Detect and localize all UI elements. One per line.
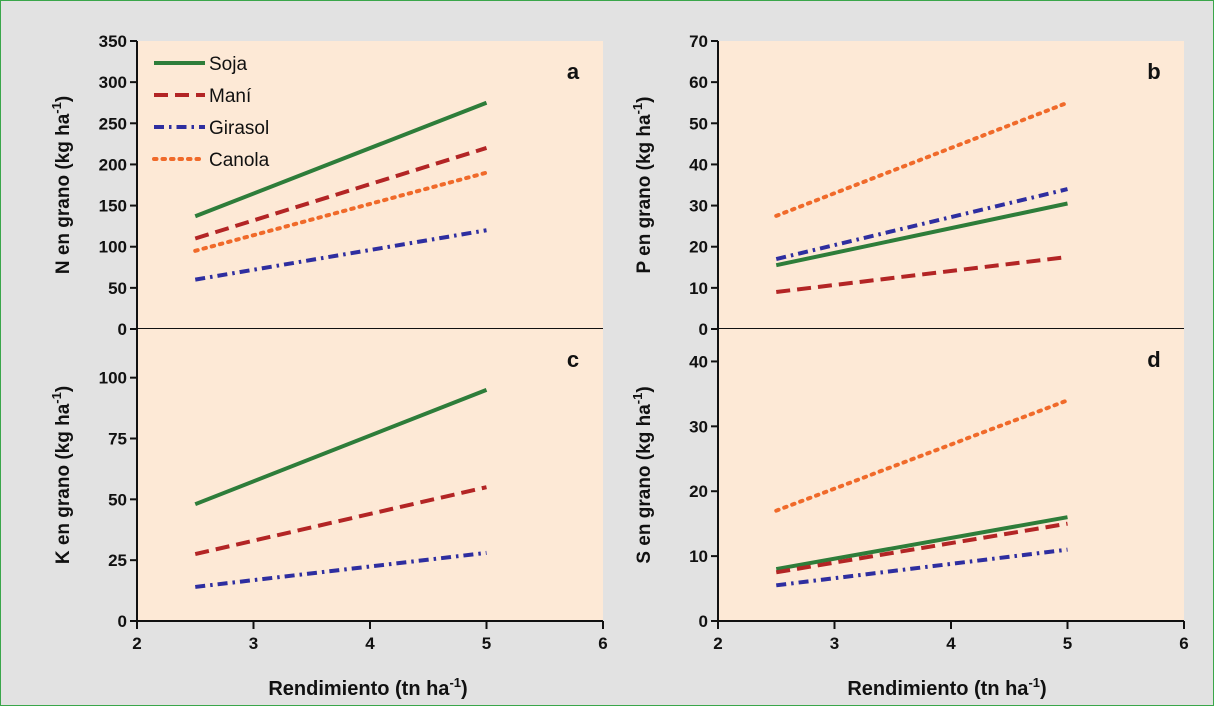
plot-area bbox=[137, 41, 603, 329]
svg-text:Rendimiento (tn ha-1): Rendimiento (tn ha-1) bbox=[268, 675, 467, 700]
y-axis-title: N en grano (kg ha-1) bbox=[49, 96, 74, 274]
x-axis-title-sup: -1 bbox=[1028, 675, 1040, 690]
x-axis-title-right: Rendimiento (tn ha-1) bbox=[847, 675, 1046, 700]
plot-area bbox=[718, 41, 1184, 329]
series-line-girasol bbox=[195, 550, 487, 589]
svg-text:Rendimiento (tn ha-1): Rendimiento (tn ha-1) bbox=[847, 675, 1046, 700]
series-line-soja bbox=[194, 100, 488, 219]
y-tick-label: 10 bbox=[689, 279, 708, 298]
panel-d: 0 10 20 30 40 2 3 4 5 6 d S en grano (kg ha-1) bbox=[630, 329, 1189, 653]
y-tick-label: 150 bbox=[99, 197, 127, 216]
x-tick-label: 6 bbox=[598, 634, 607, 653]
x-tick-label: 6 bbox=[1179, 634, 1188, 653]
y-tick-label: 100 bbox=[99, 238, 127, 257]
legend-label-soja: Soja bbox=[209, 54, 247, 75]
series-line-mani bbox=[776, 255, 1068, 294]
panel-letter: c bbox=[567, 347, 579, 372]
legend-label-girasol: Girasol bbox=[209, 118, 269, 139]
series-line-soja bbox=[194, 387, 488, 507]
y-axis-title-text: P en grano (kg ha bbox=[634, 114, 655, 274]
x-axis-title-end: ) bbox=[1040, 678, 1047, 700]
x-axis-title-text: Rendimiento (tn ha bbox=[847, 678, 1029, 700]
y-tick-label: 350 bbox=[99, 32, 127, 51]
y-axis-title-end: ) bbox=[53, 386, 74, 392]
y-tick-label: 30 bbox=[689, 417, 708, 436]
series-line-girasol bbox=[775, 187, 1068, 262]
x-tick-label: 5 bbox=[482, 634, 491, 653]
x-tick-label: 3 bbox=[249, 634, 258, 653]
series-line-soja bbox=[775, 201, 1068, 268]
y-axis-title-sup: -1 bbox=[630, 103, 645, 115]
y-axis-title: S en grano (kg ha-1) bbox=[630, 386, 655, 563]
x-axis-title-left: Rendimiento (tn ha-1) bbox=[268, 675, 467, 700]
y-tick-label: 25 bbox=[108, 551, 127, 570]
x-axis-title-sup: -1 bbox=[449, 675, 461, 690]
y-axis-title-end: ) bbox=[53, 96, 74, 102]
y-tick-label: 70 bbox=[689, 32, 708, 51]
y-tick-label: 50 bbox=[108, 490, 127, 509]
y-tick-label: 250 bbox=[99, 114, 127, 133]
panel-letter: b bbox=[1147, 59, 1160, 84]
legend-label-mani: Maní bbox=[209, 86, 252, 107]
panel-letter: a bbox=[567, 59, 580, 84]
x-tick-label: 5 bbox=[1063, 634, 1072, 653]
y-axis-title-text: S en grano (kg ha bbox=[634, 404, 655, 564]
y-axis-title-sup: -1 bbox=[630, 393, 645, 405]
y-tick-label: 50 bbox=[108, 279, 127, 298]
y-axis-title-text: N en grano (kg ha bbox=[53, 113, 74, 274]
x-axis-title-end: ) bbox=[461, 678, 468, 700]
y-tick-label: 0 bbox=[118, 320, 127, 339]
x-tick-label: 3 bbox=[830, 634, 839, 653]
series-line-canola bbox=[774, 100, 1070, 218]
y-tick-label: 75 bbox=[108, 430, 127, 449]
series-line-soja bbox=[775, 515, 1068, 572]
y-tick-label: 0 bbox=[699, 612, 708, 631]
y-tick-label: 200 bbox=[99, 155, 127, 174]
y-tick-label: 0 bbox=[118, 612, 127, 631]
plot-area bbox=[137, 329, 603, 621]
series-line-canola bbox=[774, 398, 1070, 513]
x-tick-label: 2 bbox=[713, 634, 722, 653]
series-line-mani bbox=[194, 146, 488, 241]
y-axis-title-end: ) bbox=[634, 97, 655, 103]
series-line-canola bbox=[193, 170, 489, 253]
y-tick-label: 20 bbox=[689, 482, 708, 501]
panel-a: 0 50 100 150 200 250 300 350 a N en grano (kg ha-… bbox=[49, 32, 603, 339]
y-axis-title-sup: -1 bbox=[49, 392, 64, 404]
panel-c: 0 25 50 75 100 2 3 4 5 6 c K en grano (kg ha-1) bbox=[49, 329, 608, 653]
y-axis-title: K en grano (kg ha-1) bbox=[49, 386, 74, 564]
panel-b: 0 10 20 30 40 50 60 70 b P en grano (kg ha-1) bbox=[630, 32, 1184, 339]
y-tick-label: 30 bbox=[689, 197, 708, 216]
y-tick-label: 10 bbox=[689, 547, 708, 566]
x-tick-label: 4 bbox=[946, 634, 956, 653]
y-tick-label: 40 bbox=[689, 352, 708, 371]
legend-label-canola: Canola bbox=[209, 150, 270, 171]
x-axis-title-text: Rendimiento (tn ha bbox=[268, 678, 450, 700]
y-axis-title-sup: -1 bbox=[49, 102, 64, 114]
y-tick-label: 100 bbox=[99, 369, 127, 388]
y-axis-title-text: K en grano (kg ha bbox=[53, 403, 74, 564]
legend: Soja Maní Girasol Canola bbox=[152, 54, 270, 171]
y-tick-label: 0 bbox=[699, 320, 708, 339]
plot-area bbox=[718, 329, 1184, 621]
series-line-mani bbox=[194, 485, 487, 557]
x-tick-label: 4 bbox=[365, 634, 375, 653]
x-tick-label: 2 bbox=[132, 634, 141, 653]
series-line-mani bbox=[775, 521, 1068, 575]
y-axis-title: P en grano (kg ha-1) bbox=[630, 97, 655, 274]
y-tick-label: 20 bbox=[689, 238, 708, 257]
series-line-girasol bbox=[194, 228, 487, 282]
y-axis-title-end: ) bbox=[634, 386, 655, 392]
y-tick-label: 40 bbox=[689, 155, 708, 174]
y-tick-label: 60 bbox=[689, 73, 708, 92]
series-line-girasol bbox=[776, 547, 1068, 588]
y-tick-label: 300 bbox=[99, 73, 127, 92]
panel-letter: d bbox=[1147, 347, 1160, 372]
y-tick-label: 50 bbox=[689, 114, 708, 133]
